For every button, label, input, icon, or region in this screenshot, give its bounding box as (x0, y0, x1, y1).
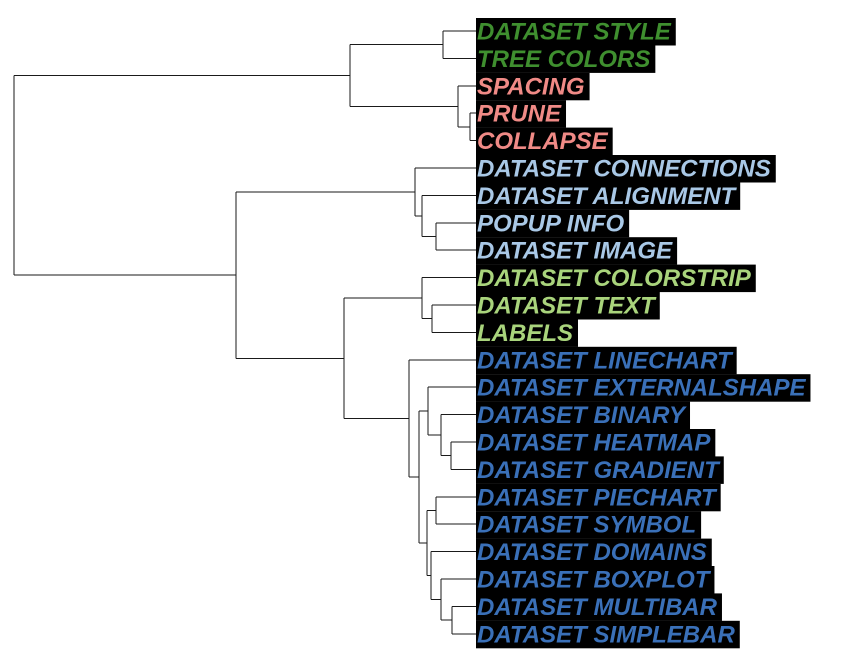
leaf-node: DATASET STYLE (476, 18, 676, 46)
leaf-label: PRUNE (477, 101, 562, 128)
leaf-label: DATASET MULTIBAR (477, 594, 718, 621)
leaf-label: DATASET DOMAINS (477, 539, 707, 566)
leaf-node: DATASET TEXT (476, 292, 660, 320)
leaf-node: DATASET MULTIBAR (476, 593, 722, 621)
leaf-node: SPACING (476, 72, 590, 101)
tree-branches (13, 30, 476, 635)
leaf-label: DATASET SIMPLEBAR (477, 621, 735, 648)
leaf-label: DATASET EXTERNALSHAPE (477, 375, 806, 402)
leaf-node: DATASET LINECHART (476, 346, 737, 375)
leaf-node: DATASET SIMPLEBAR (476, 620, 740, 649)
leaf-label-background (476, 45, 656, 73)
leaf-label-background (476, 100, 567, 128)
leaf-node: DATASET PIECHART (476, 483, 721, 512)
leaf-label: LABELS (477, 320, 573, 347)
leaf-label: POPUP INFO (477, 210, 624, 237)
leaf-label-background (476, 456, 724, 484)
leaf-label: DATASET BOXPLOT (477, 567, 712, 594)
leaf-node: TREE COLORS (476, 45, 656, 73)
leaf-label: DATASET LINECHART (477, 347, 734, 374)
leaf-label-background (476, 292, 660, 320)
leaf-label: DATASET CONNECTIONS (477, 156, 771, 183)
leaf-label: DATASET HEATMAP (477, 430, 711, 457)
leaf-label: COLLAPSE (477, 128, 609, 155)
leaf-label: DATASET BINARY (477, 402, 687, 429)
leaf-label-background (476, 209, 630, 238)
leaf-label-background (476, 483, 721, 512)
leaf-label-background (476, 566, 715, 594)
leaf-node: PRUNE (476, 100, 567, 128)
leaf-node: LABELS (476, 319, 578, 347)
leaf-label-background (476, 374, 811, 402)
leaf-node: DATASET ALIGNMENT (476, 182, 741, 210)
leaf-node: DATASET BOXPLOT (476, 566, 715, 594)
leaf-label-background (476, 620, 740, 649)
leaf-label-background (476, 155, 776, 183)
leaf-label: DATASET SYMBOL (477, 512, 696, 539)
leaf-label-background (476, 72, 590, 101)
leaf-label: TREE COLORS (477, 46, 650, 73)
leaf-node: DATASET HEATMAP (476, 429, 716, 457)
leaf-label: DATASET TEXT (477, 293, 657, 320)
leaf-label-background (476, 429, 716, 457)
leaf-label-background (476, 182, 741, 210)
leaf-label-background (476, 264, 756, 293)
leaf-node: DATASET CONNECTIONS (476, 155, 776, 183)
leaf-label-background (476, 237, 678, 265)
leaf-label-background (476, 18, 676, 46)
leaf-label: DATASET COLORSTRIP (477, 265, 752, 292)
leaf-node: DATASET COLORSTRIP (476, 264, 756, 293)
leaf-node: DATASET EXTERNALSHAPE (476, 374, 811, 402)
leaf-label-background (476, 319, 578, 347)
leaf-label-background (476, 538, 712, 567)
leaf-node: POPUP INFO (476, 209, 630, 238)
leaf-label-background (476, 593, 722, 621)
leaf-node: COLLAPSE (476, 127, 613, 156)
leaf-node: DATASET GRADIENT (476, 456, 724, 484)
leaf-label-background (476, 511, 702, 539)
leaf-label: DATASET ALIGNMENT (477, 183, 738, 210)
leaf-node: DATASET SYMBOL (476, 511, 702, 539)
leaf-label-background (476, 401, 691, 430)
leaf-label-background (476, 346, 737, 375)
leaf-label-background (476, 127, 613, 156)
leaf-label: DATASET PIECHART (477, 484, 718, 511)
leaf-node: DATASET BINARY (476, 401, 691, 430)
leaf-label: SPACING (477, 73, 585, 100)
leaf-label: DATASET STYLE (477, 19, 672, 46)
leaf-label: DATASET IMAGE (477, 238, 673, 265)
leaf-label: DATASET GRADIENT (477, 457, 721, 484)
leaf-node: DATASET DOMAINS (476, 538, 712, 567)
leaf-node: DATASET IMAGE (476, 237, 678, 265)
